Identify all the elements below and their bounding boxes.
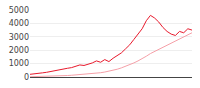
svg-text:2000: 2000 <box>9 46 29 55</box>
svg-text:5000: 5000 <box>9 6 29 15</box>
svg-text:1000: 1000 <box>9 59 29 68</box>
svg-text:3000: 3000 <box>9 33 29 42</box>
svg-text:4000: 4000 <box>9 19 29 28</box>
svg-text:0: 0 <box>24 73 29 82</box>
